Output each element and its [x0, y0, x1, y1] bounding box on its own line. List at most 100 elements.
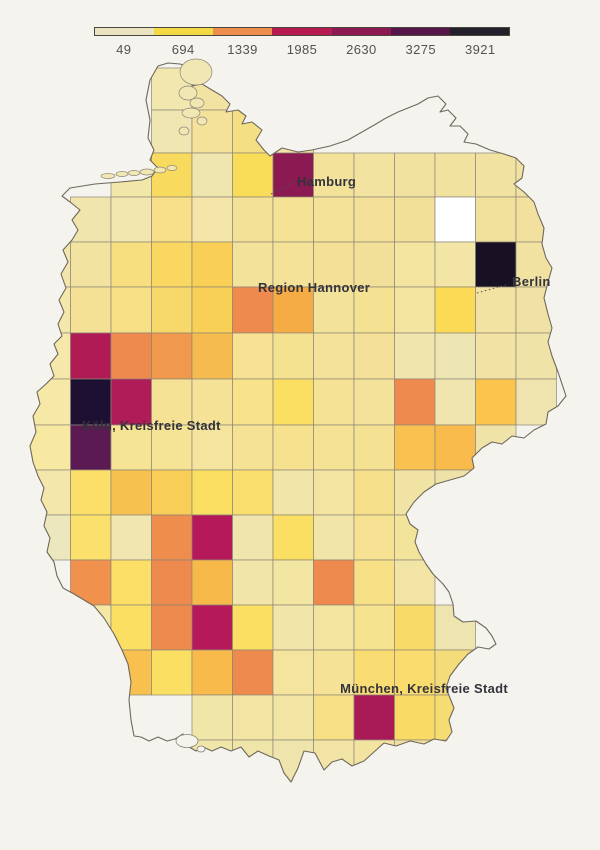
grid-cell[interactable]	[353, 604, 395, 651]
grid-cell[interactable]	[70, 332, 112, 380]
grid-cell[interactable]	[313, 649, 355, 696]
grid-cell[interactable]	[232, 378, 274, 426]
grid-cell[interactable]	[272, 559, 314, 606]
grid-cell[interactable]	[515, 378, 557, 426]
grid-cell[interactable]	[434, 286, 476, 334]
grid-cell[interactable]	[191, 152, 233, 198]
grid-cell[interactable]	[475, 286, 517, 334]
grid-cell[interactable]	[151, 559, 193, 606]
grid-cell[interactable]	[191, 196, 233, 243]
grid-cell[interactable]	[110, 514, 152, 561]
grid-cell[interactable]	[434, 196, 476, 243]
grid-cell[interactable]	[110, 196, 152, 243]
grid-cell[interactable]	[475, 332, 517, 380]
grid-cell[interactable]	[151, 152, 193, 198]
grid-cell[interactable]	[515, 196, 557, 243]
grid-cell[interactable]	[394, 378, 436, 426]
grid-cell[interactable]	[70, 241, 112, 288]
grid-cell[interactable]	[191, 286, 233, 334]
grid-cell[interactable]	[30, 424, 71, 471]
grid-cell[interactable]	[151, 469, 193, 516]
grid-cell[interactable]	[353, 378, 395, 426]
grid-cell[interactable]	[232, 424, 274, 471]
grid-cell[interactable]	[353, 332, 395, 380]
grid-cell[interactable]	[353, 559, 395, 606]
grid-cell[interactable]	[353, 649, 395, 696]
grid-cell[interactable]	[232, 286, 274, 334]
grid-cell[interactable]	[191, 604, 233, 651]
grid-cell[interactable]	[30, 469, 71, 516]
grid-cell[interactable]	[353, 241, 395, 288]
grid-cell[interactable]	[110, 649, 152, 696]
grid-cell[interactable]	[353, 694, 395, 741]
grid-cell[interactable]	[394, 424, 436, 471]
grid-cell[interactable]	[272, 286, 314, 334]
grid-cell[interactable]	[475, 378, 517, 426]
grid-cell[interactable]	[434, 241, 476, 288]
grid-cell[interactable]	[394, 739, 436, 785]
grid-cell[interactable]	[151, 332, 193, 380]
grid-cell[interactable]	[434, 694, 476, 741]
grid-cell[interactable]	[272, 649, 314, 696]
grid-cell[interactable]	[232, 514, 274, 561]
grid-cell[interactable]	[232, 332, 274, 380]
grid-cell[interactable]	[110, 241, 152, 288]
grid-cell[interactable]	[110, 604, 152, 651]
grid-cell[interactable]	[110, 559, 152, 606]
grid-cell[interactable]	[232, 559, 274, 606]
grid-cell[interactable]	[191, 559, 233, 606]
grid-cell[interactable]	[313, 241, 355, 288]
grid-cell[interactable]	[475, 424, 517, 471]
grid-cell[interactable]	[515, 286, 557, 334]
grid-cell[interactable]	[434, 152, 476, 198]
grid-cell[interactable]	[272, 109, 314, 154]
grid-cell[interactable]	[232, 694, 274, 741]
grid-cell[interactable]	[232, 196, 274, 243]
grid-cell[interactable]	[151, 514, 193, 561]
grid-cell[interactable]	[232, 739, 274, 785]
grid-cell[interactable]	[313, 559, 355, 606]
grid-cell[interactable]	[110, 378, 152, 426]
grid-cell[interactable]	[434, 378, 476, 426]
grid-cell[interactable]	[272, 514, 314, 561]
grid-cell[interactable]	[151, 286, 193, 334]
grid-cell[interactable]	[272, 332, 314, 380]
grid-cell[interactable]	[30, 332, 71, 380]
grid-cell[interactable]	[394, 514, 436, 561]
grid-cell[interactable]	[313, 514, 355, 561]
grid-cell[interactable]	[151, 604, 193, 651]
grid-cell[interactable]	[110, 469, 152, 516]
grid-cell[interactable]	[151, 649, 193, 696]
grid-cell[interactable]	[313, 604, 355, 651]
grid-cell[interactable]	[232, 469, 274, 516]
grid-cell[interactable]	[394, 332, 436, 380]
grid-cell[interactable]	[70, 196, 112, 243]
grid-cell[interactable]	[475, 241, 517, 288]
grid-cell[interactable]	[151, 378, 193, 426]
grid-cell[interactable]	[70, 604, 112, 651]
grid-cell[interactable]	[191, 424, 233, 471]
grid-cell[interactable]	[272, 694, 314, 741]
grid-cell[interactable]	[110, 424, 152, 471]
grid-cell[interactable]	[272, 152, 314, 198]
grid-cell[interactable]	[313, 196, 355, 243]
grid-cell[interactable]	[394, 241, 436, 288]
grid-cell[interactable]	[191, 378, 233, 426]
grid-cell[interactable]	[232, 649, 274, 696]
grid-cell[interactable]	[151, 196, 193, 243]
grid-cell[interactable]	[434, 469, 476, 516]
grid-cell[interactable]	[353, 424, 395, 471]
grid-cell[interactable]	[70, 559, 112, 606]
grid-cell[interactable]	[394, 286, 436, 334]
grid-cell[interactable]	[232, 604, 274, 651]
grid-cell[interactable]	[70, 378, 112, 426]
grid-cell[interactable]	[191, 332, 233, 380]
grid-cell[interactable]	[272, 469, 314, 516]
grid-cell[interactable]	[313, 152, 355, 198]
grid-cell[interactable]	[70, 469, 112, 516]
grid-cell[interactable]	[434, 604, 476, 651]
grid-cell[interactable]	[272, 378, 314, 426]
grid-cell[interactable]	[313, 469, 355, 516]
grid-cell[interactable]	[30, 378, 71, 426]
grid-cell[interactable]	[191, 649, 233, 696]
